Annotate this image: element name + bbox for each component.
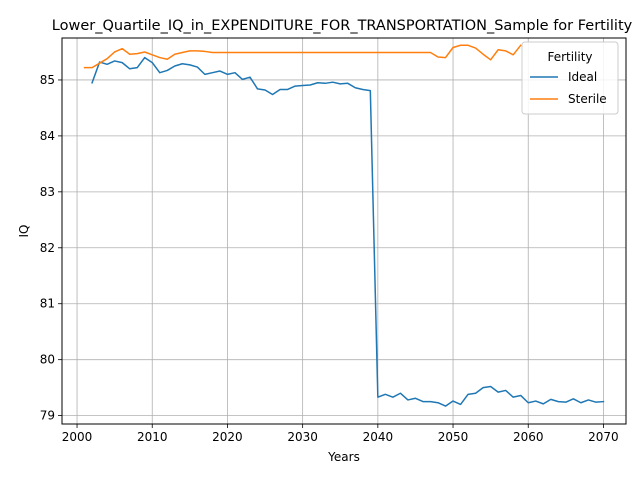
axis-ticks: 2000 2010 2020 2030 2040 2050 2060 2070 79 80 81 82… [40,73,619,444]
y-tick-label: 80 [40,353,55,367]
series-line-sterile [83,44,522,69]
y-axis-label: IQ [17,225,31,238]
plot-frame [61,37,627,425]
grid-lines [62,38,626,424]
y-tick-label: 79 [40,409,55,423]
y-tick-label: 84 [40,129,55,143]
series-layer [83,44,605,407]
x-tick-label: 2030 [287,430,318,444]
y-tick-label: 81 [40,297,55,311]
x-tick-label: 2000 [62,430,93,444]
y-tick-label: 82 [40,241,55,255]
legend-label-sterile: Sterile [568,92,607,106]
y-tick-label: 83 [40,185,55,199]
x-tick-label: 2020 [212,430,243,444]
series-line-ideal [91,56,605,407]
legend-label-ideal: Ideal [568,70,597,84]
x-tick-label: 2060 [513,430,544,444]
chart-title: Lower_Quartile_IQ_in_EXPENDITURE_FOR_TRA… [52,18,633,34]
x-tick-label: 2050 [438,430,469,444]
x-axis-label: Years [327,450,360,464]
x-tick-label: 2010 [137,430,168,444]
x-tick-label: 2070 [588,430,619,444]
x-tick-label: 2040 [363,430,394,444]
legend-title: Fertility [547,50,592,64]
legend: Fertility Ideal Sterile [521,41,619,115]
y-tick-label: 85 [40,73,55,87]
legend-box [521,41,619,115]
